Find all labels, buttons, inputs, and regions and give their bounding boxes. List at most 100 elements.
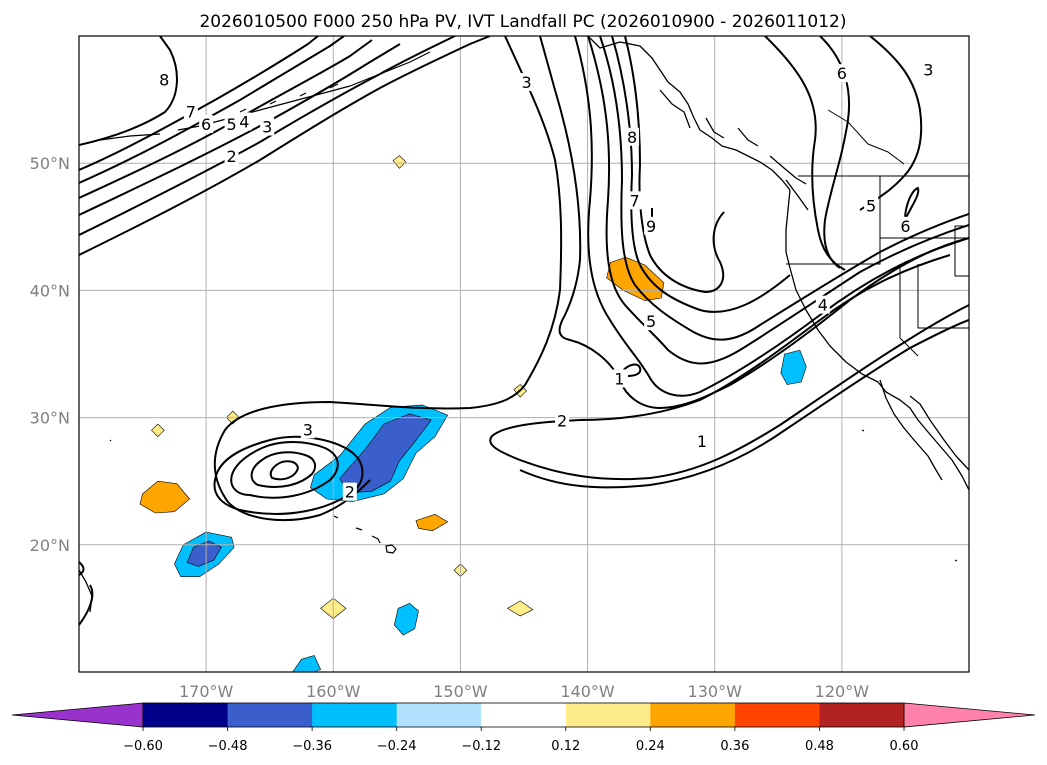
- contour-label-bg: [898, 216, 913, 235]
- pv-contours: [79, 36, 969, 626]
- chart-title: 2026010500 F000 250 hPa PV, IVT Landfall…: [199, 12, 846, 32]
- ivt-fill-region: [393, 602, 419, 636]
- contour-label: 3: [303, 420, 313, 439]
- contour-pv-trough-outer: [213, 36, 563, 522]
- contour-label-bg: [864, 196, 879, 215]
- lon-tick-label: 170°W: [179, 682, 234, 701]
- ivt-fill-layer: [139, 155, 807, 672]
- contour-label-bg: [260, 117, 275, 136]
- contour-pv-7-trough: [611, 36, 791, 313]
- lon-tick-label: 160°W: [306, 682, 361, 701]
- colorbar-tick-label: 0.36: [720, 739, 749, 754]
- coast-alaska: [587, 36, 791, 191]
- contour-label-bg: [612, 369, 627, 388]
- contour-label-bg: [300, 420, 315, 439]
- coast-midway: [109, 429, 958, 562]
- colorbar-segment: [819, 703, 905, 727]
- colorbar-tick-label: −0.48: [208, 739, 248, 754]
- ivt-fill-region: [139, 480, 191, 514]
- contour-label: 2: [226, 147, 236, 166]
- colorbar-extend-low: [11, 702, 144, 728]
- contour-label-bg: [644, 312, 659, 331]
- coastlines: [79, 36, 969, 613]
- ivt-fill-region: [780, 349, 807, 385]
- colorbar-tick-label: −0.36: [292, 739, 332, 754]
- contour-pv-2-stream: [489, 254, 969, 481]
- latitude-labels: 20°N 30°N 40°N 50°N: [30, 154, 70, 555]
- contour-pv-6-trough: [599, 36, 969, 341]
- contour-pv-cutoff-4: [250, 451, 317, 488]
- contour-label-bg: [157, 70, 172, 89]
- contour-label: 2: [345, 483, 355, 502]
- lon-tick-label: 150°W: [433, 682, 488, 701]
- coast-bc-islands: [659, 89, 809, 211]
- ivt-fill-region: [392, 155, 407, 169]
- colorbar-tick-label: 0.48: [805, 739, 834, 754]
- contour-label: 5: [646, 312, 656, 331]
- contour-label: 7: [186, 102, 196, 121]
- contour-label-bg: [224, 115, 239, 134]
- contour-label: 5: [226, 115, 236, 134]
- colorbar-segment: [227, 703, 313, 727]
- ivt-fill-region: [292, 655, 322, 672]
- us-canada-border: [798, 109, 969, 177]
- contour-label: 7: [630, 191, 640, 210]
- contour-label: 8: [159, 71, 169, 90]
- lat-tick-label: 20°N: [30, 536, 70, 555]
- contour-pv-5: [79, 39, 373, 199]
- colorbar-tick-label: 0.60: [890, 739, 919, 754]
- colorbar-segment: [143, 703, 229, 727]
- lat-tick-label: 30°N: [30, 409, 70, 428]
- colorbar: −0.60 −0.48 −0.36 −0.24 −0.12 0.12 0.24 0.36 0.4…: [11, 702, 1036, 754]
- contour-label: 3: [521, 73, 531, 92]
- lat-tick-label: 50°N: [30, 154, 70, 173]
- contour-pv-4: [79, 43, 401, 216]
- lat-tick-label: 40°N: [30, 281, 70, 300]
- colorbar-segment: [396, 703, 482, 727]
- contour-pv-cutoff-5: [269, 460, 299, 481]
- ivt-fill-region: [415, 513, 449, 532]
- colorbar-segment: [650, 703, 736, 727]
- contour-label: 3: [262, 118, 272, 137]
- contour-label: 6: [837, 64, 847, 83]
- colorbar-segment: [481, 703, 567, 727]
- contour-label: 5: [866, 196, 876, 215]
- contour-label-bg: [237, 112, 252, 131]
- contour-pv-5-trough: [587, 36, 969, 365]
- contour-pv-8-trough: [624, 36, 725, 293]
- colorbar-extend-high: [903, 702, 1036, 728]
- contour-pv-1-stream: [519, 319, 969, 489]
- contour-label-bg: [199, 115, 214, 134]
- contour-pv-7: [79, 36, 319, 171]
- lon-tick-label: 120°W: [815, 682, 870, 701]
- lon-tick-label: 130°W: [688, 682, 743, 701]
- colorbar-tick-label: −0.12: [461, 739, 501, 754]
- contour-pv-cutoff-3: [230, 441, 339, 499]
- contour-label-bg: [627, 191, 642, 210]
- coast-west-us: [785, 189, 969, 491]
- contour-label-bg: [519, 73, 534, 92]
- contour-pv-2: [79, 36, 491, 256]
- contour-label: 4: [239, 112, 249, 131]
- colorbar-outline: [142, 702, 905, 728]
- contour-label: 4: [818, 296, 828, 315]
- contour-label: 2: [557, 411, 567, 430]
- coast-hawaii: [333, 515, 397, 554]
- contour-label: 8: [627, 128, 637, 147]
- contour-label: 6: [201, 115, 211, 134]
- colorbar-tick-label: 0.24: [636, 739, 665, 754]
- state-borders: [786, 176, 969, 357]
- contour-label-bg: [342, 482, 357, 501]
- colorbar-tick-label: −0.24: [377, 739, 417, 754]
- contour-label: 1: [614, 369, 624, 388]
- contour-label: 1: [697, 432, 707, 451]
- ivt-fill-region: [151, 423, 165, 438]
- contour-pv-cutoff-2: [213, 435, 364, 515]
- contour-label-bg: [224, 146, 239, 165]
- contour-pv-8: [79, 36, 178, 146]
- contour-label-bg: [555, 411, 570, 430]
- map-frame: [78, 35, 970, 673]
- gridlines: [79, 36, 969, 672]
